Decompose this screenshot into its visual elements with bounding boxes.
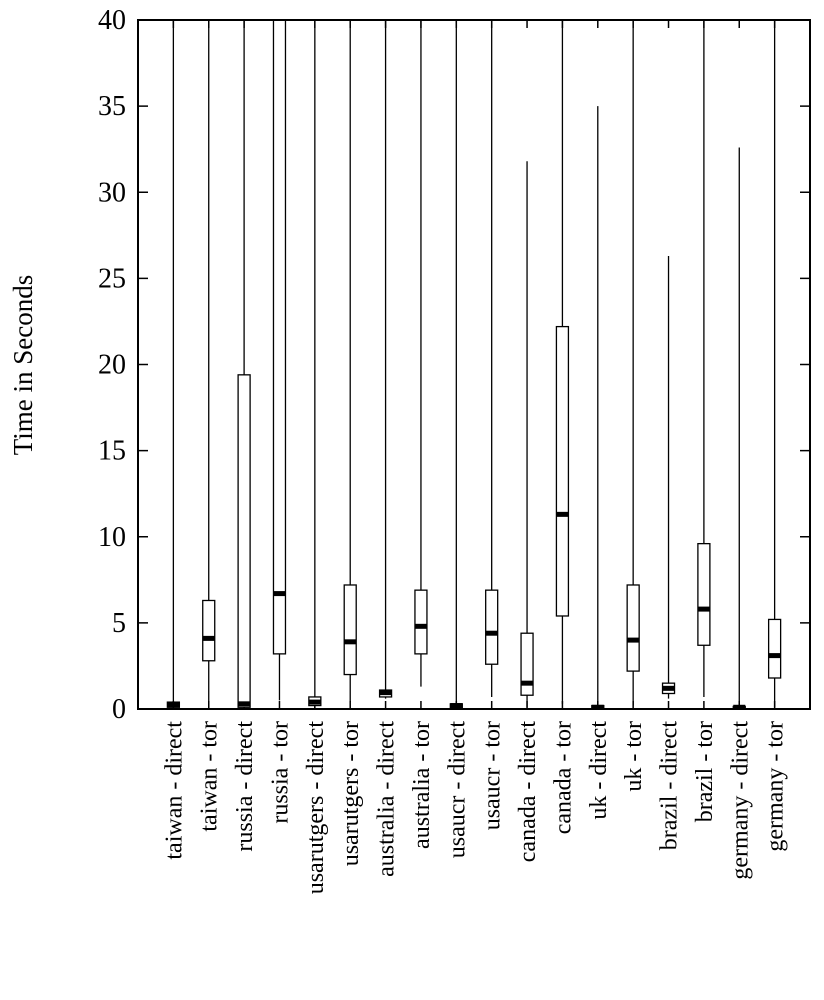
x-tick-label: brazil - direct xyxy=(657,721,683,851)
median xyxy=(308,699,321,705)
median xyxy=(379,690,392,696)
box xyxy=(202,599,216,662)
median xyxy=(485,630,498,636)
box xyxy=(520,632,534,696)
x-tick-label: canada - tor xyxy=(550,721,576,834)
median xyxy=(662,685,675,691)
y-tick-label: 10 xyxy=(98,522,126,553)
box xyxy=(414,589,428,655)
median xyxy=(450,703,463,709)
x-tick-label: uk - tor xyxy=(621,721,647,792)
x-tick-label: russia - direct xyxy=(232,721,258,852)
y-tick-label: 5 xyxy=(112,608,126,639)
y-tick-label: 35 xyxy=(98,91,126,122)
box xyxy=(626,584,640,672)
median xyxy=(167,702,180,708)
y-axis-label: Time in Seconds xyxy=(8,275,38,456)
median xyxy=(768,653,781,659)
y-tick-label: 0 xyxy=(112,694,126,725)
box xyxy=(272,19,287,655)
median xyxy=(697,606,710,612)
box xyxy=(767,618,782,679)
x-tick-label: usarutgers - direct xyxy=(303,721,329,895)
x-tick-label: canada - direct xyxy=(515,721,541,863)
median xyxy=(238,701,251,707)
x-tick-label: germany - direct xyxy=(727,721,753,880)
x-tick-label: usaucr - direct xyxy=(444,721,470,859)
x-tick-label: australia - direct xyxy=(374,721,400,877)
box xyxy=(343,584,357,676)
box xyxy=(555,325,570,617)
y-tick-label: 30 xyxy=(98,177,126,208)
median xyxy=(627,637,640,643)
y-tick-label: 20 xyxy=(98,350,126,381)
median xyxy=(733,704,746,710)
median xyxy=(521,680,534,686)
x-tick-label: taiwan - direct xyxy=(161,721,187,860)
box xyxy=(237,374,251,708)
x-tick-label: usaucr - tor xyxy=(480,721,506,830)
y-tick-label: 40 xyxy=(98,5,126,36)
median xyxy=(344,639,357,645)
x-tick-label: australia - tor xyxy=(409,721,435,849)
box xyxy=(485,589,499,665)
x-tick-label: germany - tor xyxy=(763,721,789,852)
y-tick-label: 25 xyxy=(98,263,126,294)
x-tick-label: brazil - tor xyxy=(692,721,718,822)
x-tick-label: uk - direct xyxy=(586,721,612,820)
x-tick-label: russia - tor xyxy=(267,721,293,824)
median xyxy=(202,635,215,641)
box xyxy=(697,542,711,646)
median xyxy=(556,511,569,517)
x-tick-label: taiwan - tor xyxy=(197,721,223,832)
median xyxy=(414,623,427,629)
median xyxy=(591,704,604,710)
y-tick-label: 15 xyxy=(98,436,126,467)
x-tick-label: usarutgers - tor xyxy=(338,721,364,866)
plot-frame xyxy=(137,19,811,710)
median xyxy=(273,591,286,597)
